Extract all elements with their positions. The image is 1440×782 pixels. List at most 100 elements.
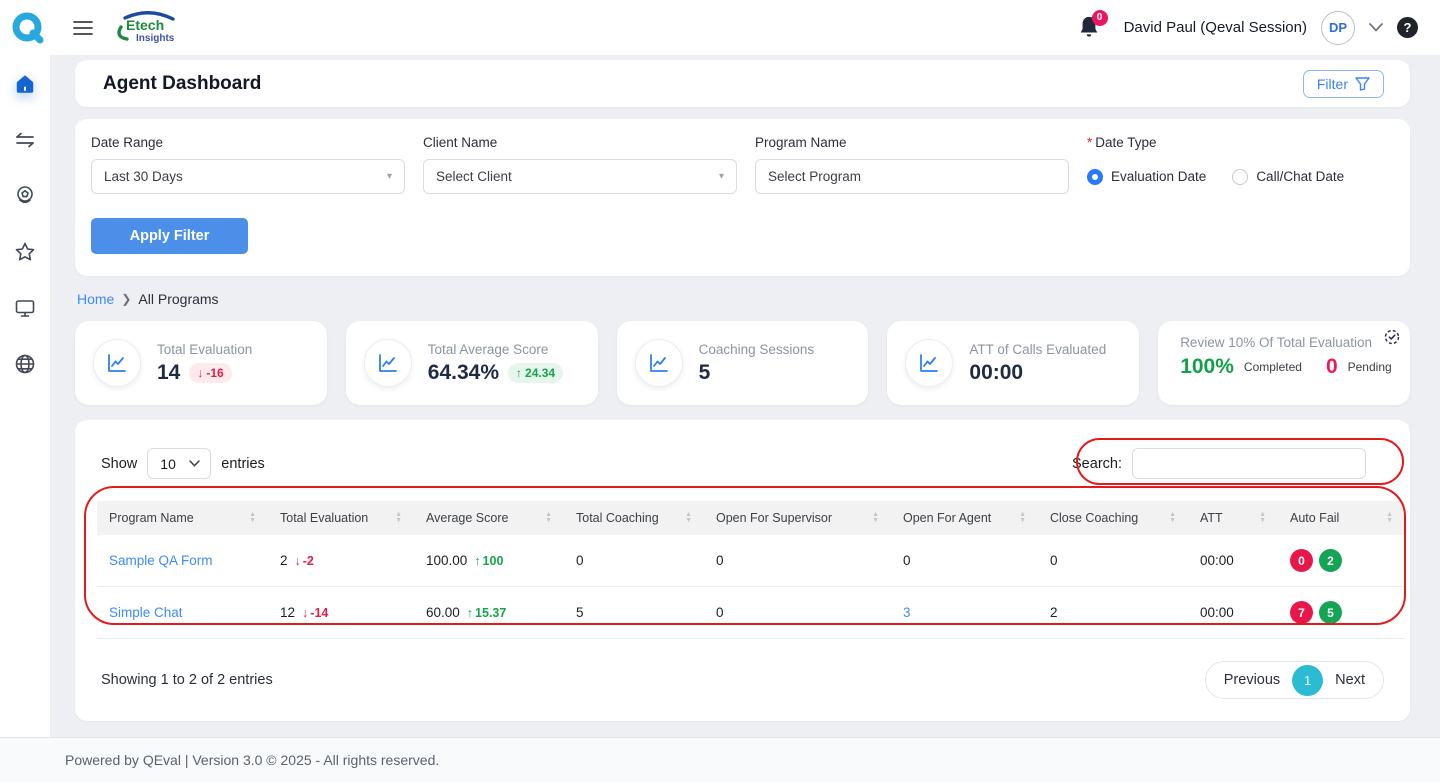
previous-page-button[interactable]: Previous [1212, 672, 1292, 688]
review-check-icon[interactable] [1384, 329, 1400, 350]
date-range-label: Date Range [91, 135, 164, 150]
col-average-score[interactable]: Average Score ▲ ▼ [414, 501, 564, 535]
review-completed-label: Completed [1243, 360, 1302, 374]
chevron-down-icon [189, 458, 201, 470]
page-size-select[interactable]: 10 [147, 448, 212, 479]
help-icon[interactable]: ? [1397, 17, 1418, 38]
date-type-label: * Date Type [1087, 135, 1157, 150]
col-program-name[interactable]: Program Name ▲ ▼ [97, 501, 268, 535]
sidebar-item-monitor[interactable] [5, 287, 45, 329]
sort-icon[interactable]: ▲ ▼ [249, 511, 256, 524]
filter-button-label: Filter [1316, 75, 1348, 92]
sort-icon[interactable]: ▲ ▼ [1259, 511, 1266, 524]
caret-down-icon: ▾ [718, 171, 724, 182]
required-asterisk: * [1087, 135, 1093, 150]
menu-toggle-icon[interactable] [63, 8, 103, 48]
up-arrow-icon: ↑ [516, 365, 523, 380]
qeval-logo[interactable] [0, 0, 55, 55]
col-close-coaching[interactable]: Close Coaching ▲ ▼ [1038, 501, 1188, 535]
down-arrow-icon: ↓ [302, 605, 309, 620]
sidebar-item-global[interactable] [5, 343, 45, 385]
avatar[interactable]: DP [1321, 10, 1355, 45]
col-total-coaching[interactable]: Total Coaching ▲ ▼ [564, 501, 704, 535]
col-auto-fail[interactable]: Auto Fail ▲ ▼ [1278, 501, 1405, 535]
filter-date-range: Date Range Last 30 Days ▾ [91, 135, 405, 194]
table-row: Simple Chat 12 ↓ -14 60.00 ↑ 15.37 5 0 3 2 0… [97, 586, 1405, 639]
auto-pass-badge[interactable]: 2 [1319, 549, 1342, 572]
breadcrumb: Home ❯ All Programs [77, 291, 1410, 307]
col-att[interactable]: ATT ▲ ▼ [1188, 501, 1278, 535]
program-name-value: Select Program [768, 169, 862, 184]
auto-pass-badge[interactable]: 5 [1319, 601, 1342, 624]
search-input[interactable] [1132, 448, 1366, 479]
date-range-select[interactable]: Last 30 Days ▾ [91, 159, 405, 194]
col-open-for-supervisor[interactable]: Open For Supervisor ▲ ▼ [704, 501, 891, 535]
col-total-evaluation[interactable]: Total Evaluation ▲ ▼ [268, 501, 414, 535]
search-label: Search: [1072, 455, 1122, 472]
delta-down: ↓ -14 [302, 605, 329, 620]
current-page-button[interactable]: 1 [1292, 664, 1324, 696]
next-page-button[interactable]: Next [1323, 672, 1377, 688]
page-size-value: 10 [160, 455, 176, 472]
etech-insights-logo: Etech Insights [111, 9, 183, 47]
filter-client-name: Client Name Select Client ▾ [423, 135, 737, 194]
notifications-bell-icon[interactable]: 0 [1078, 9, 1108, 41]
close-coaching-value: 2 [1038, 586, 1188, 639]
radio-call-chat-date[interactable]: Call/Chat Date [1232, 168, 1344, 185]
sidebar-item-favorites[interactable] [5, 231, 45, 273]
auto-fail-badge[interactable]: 0 [1290, 549, 1313, 572]
filter-program-name: Program Name Select Program [755, 135, 1069, 194]
stat-label: Total Average Score [427, 341, 549, 357]
funnel-icon [1355, 76, 1370, 91]
open-agent-link[interactable]: 3 [903, 605, 911, 620]
star-icon [15, 242, 35, 261]
stat-value: 14 [157, 360, 181, 384]
sidebar-item-home[interactable] [5, 63, 45, 105]
review-pending-value: 0 [1325, 355, 1338, 378]
chevron-down-icon[interactable] [1369, 21, 1383, 35]
radio-selected-icon [1087, 168, 1103, 185]
col-open-for-agent[interactable]: Open For Agent ▲ ▼ [891, 501, 1038, 535]
sort-icon[interactable]: ▲ ▼ [395, 511, 402, 524]
client-name-select[interactable]: Select Client ▾ [423, 159, 737, 194]
breadcrumb-home-link[interactable]: Home [77, 291, 115, 307]
breadcrumb-separator-icon: ❯ [121, 292, 132, 306]
main-content: Agent Dashboard Filter Date Range Last 3… [50, 55, 1440, 737]
sort-icon[interactable]: ▲ ▼ [872, 511, 879, 524]
program-link[interactable]: Sample QA Form [109, 553, 213, 568]
sort-icon[interactable]: ▲ ▼ [1019, 511, 1026, 524]
program-link[interactable]: Simple Chat [109, 605, 183, 620]
sort-icon[interactable]: ▲ ▼ [1169, 511, 1176, 524]
show-label: Show [101, 455, 138, 472]
radio-evaluation-date[interactable]: Evaluation Date [1087, 168, 1207, 185]
filter-button[interactable]: Filter [1302, 69, 1384, 98]
topbar: Etech Insights 0 David Paul (Qeval Sessi… [0, 0, 1440, 55]
review-completed-value: 100% [1180, 355, 1234, 378]
apply-filter-button[interactable]: Apply Filter [91, 218, 248, 254]
sidebar-item-quality-badge[interactable] [5, 175, 45, 217]
radio-evaluation-date-label: Evaluation Date [1111, 169, 1207, 184]
table-summary: Showing 1 to 2 of 2 entries [101, 672, 273, 688]
programs-table: Program Name ▲ ▼ Total Evaluation ▲ ▼ Averag… [97, 501, 1405, 639]
sort-icon[interactable]: ▲ ▼ [685, 511, 692, 524]
stat-delta-up: ↑ 24.34 [508, 362, 564, 383]
caret-down-icon: ▾ [386, 171, 392, 182]
total-coaching-value: 0 [564, 535, 704, 587]
home-icon [16, 75, 34, 93]
sort-icon[interactable]: ▲ ▼ [1386, 511, 1393, 524]
program-name-select[interactable]: Select Program [755, 159, 1069, 194]
auto-fail-badge[interactable]: 7 [1290, 601, 1313, 624]
stat-label: Coaching Sessions [698, 341, 815, 357]
chart-line-icon [634, 339, 683, 387]
down-arrow-icon: ↓ [294, 553, 301, 568]
radio-unselected-icon [1232, 168, 1249, 185]
total-evaluation-value: 2 [280, 553, 288, 568]
program-name-label: Program Name [755, 135, 847, 150]
sidebar-item-transfers[interactable] [5, 119, 45, 161]
entries-label: entries [221, 455, 265, 472]
page-footer: Powered by QEval | Version 3.0 © 2025 - … [0, 737, 1440, 782]
stat-label: ATT of Calls Evaluated [969, 341, 1107, 357]
pagination: Previous 1 Next [1204, 661, 1384, 699]
sort-icon[interactable]: ▲ ▼ [545, 511, 552, 524]
total-coaching-value: 5 [564, 586, 704, 639]
